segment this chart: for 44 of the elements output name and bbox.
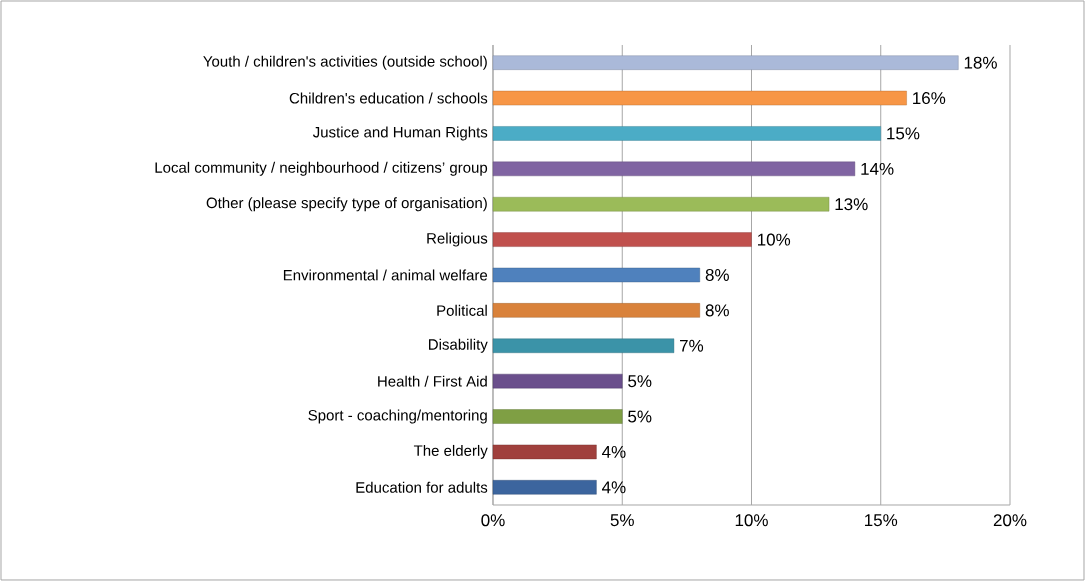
x-tick-label: 0% — [481, 514, 505, 527]
y-tick-label: Sport - coaching/mentoring — [308, 409, 487, 424]
y-tick-label: Local community / neighbourhood / citizens’ group — [155, 161, 488, 176]
data-label: 5% — [628, 375, 652, 388]
data-label: 8% — [705, 268, 729, 282]
data-label: 18% — [964, 56, 997, 69]
bar — [492, 444, 597, 460]
y-tick-label: Other (please specify type of organisation) — [206, 197, 487, 212]
y-tick-label: Political — [437, 304, 487, 316]
bar — [492, 338, 675, 353]
x-tick-label: 10% — [735, 514, 768, 527]
x-tick-label: 20% — [993, 514, 1027, 527]
y-tick-label: Health / First Aid — [378, 375, 487, 387]
bar — [492, 409, 623, 424]
data-label: 15% — [887, 127, 920, 140]
data-label: 7% — [680, 339, 704, 352]
bar — [492, 232, 752, 247]
bar — [492, 55, 959, 70]
x-tick-label: 15% — [865, 514, 898, 527]
x-tick-label: 5% — [610, 514, 634, 527]
y-tick-label: Children's education / schools — [289, 92, 488, 104]
data-label: 4% — [601, 481, 626, 494]
data-label: 8% — [705, 304, 729, 317]
bar — [492, 161, 856, 177]
y-tick-label: Youth / children's activities (outside school) — [203, 55, 487, 70]
bar — [492, 267, 700, 283]
bar — [492, 373, 623, 389]
y-tick-label: Religious — [427, 232, 488, 247]
y-tick-label: The elderly — [413, 444, 488, 459]
bar — [492, 197, 830, 212]
bar — [492, 126, 881, 141]
data-label: 14% — [861, 162, 894, 175]
y-tick-label: Justice and Human Rights — [312, 126, 488, 141]
data-label: 4% — [601, 445, 626, 458]
bar — [492, 480, 597, 495]
y-tick-label: Education for adults — [356, 481, 488, 493]
y-tick-label: Disability — [429, 338, 488, 353]
data-label: 5% — [628, 410, 652, 423]
y-tick-label: Environmental / animal welfare — [283, 269, 488, 281]
data-label: 16% — [913, 92, 946, 105]
bar — [492, 90, 907, 106]
data-label: 13% — [835, 198, 868, 211]
data-label: 10% — [758, 233, 791, 246]
bar — [492, 303, 700, 318]
